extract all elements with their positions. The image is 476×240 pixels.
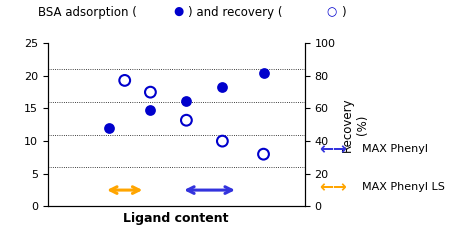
X-axis label: Ligand content: Ligand content <box>123 212 229 225</box>
Text: ●: ● <box>174 5 184 18</box>
Point <box>121 78 129 82</box>
Text: ←→: ←→ <box>319 178 347 196</box>
Point <box>260 71 268 74</box>
Point <box>218 85 226 89</box>
Text: ) and recovery (: ) and recovery ( <box>188 6 283 19</box>
Point <box>218 139 226 143</box>
Text: ○: ○ <box>326 5 337 18</box>
Point <box>260 152 268 156</box>
Point <box>183 118 190 122</box>
Text: MAX Phenyl LS: MAX Phenyl LS <box>362 182 445 192</box>
Point <box>183 99 190 102</box>
Text: ): ) <box>341 6 346 19</box>
Text: ←→: ←→ <box>319 140 347 158</box>
Point <box>147 90 154 94</box>
Text: BSA adsorption (: BSA adsorption ( <box>38 6 137 19</box>
Y-axis label: Recovery
(%): Recovery (%) <box>341 97 369 152</box>
Point <box>106 126 113 130</box>
Point <box>147 108 154 112</box>
Text: MAX Phenyl: MAX Phenyl <box>362 144 428 154</box>
